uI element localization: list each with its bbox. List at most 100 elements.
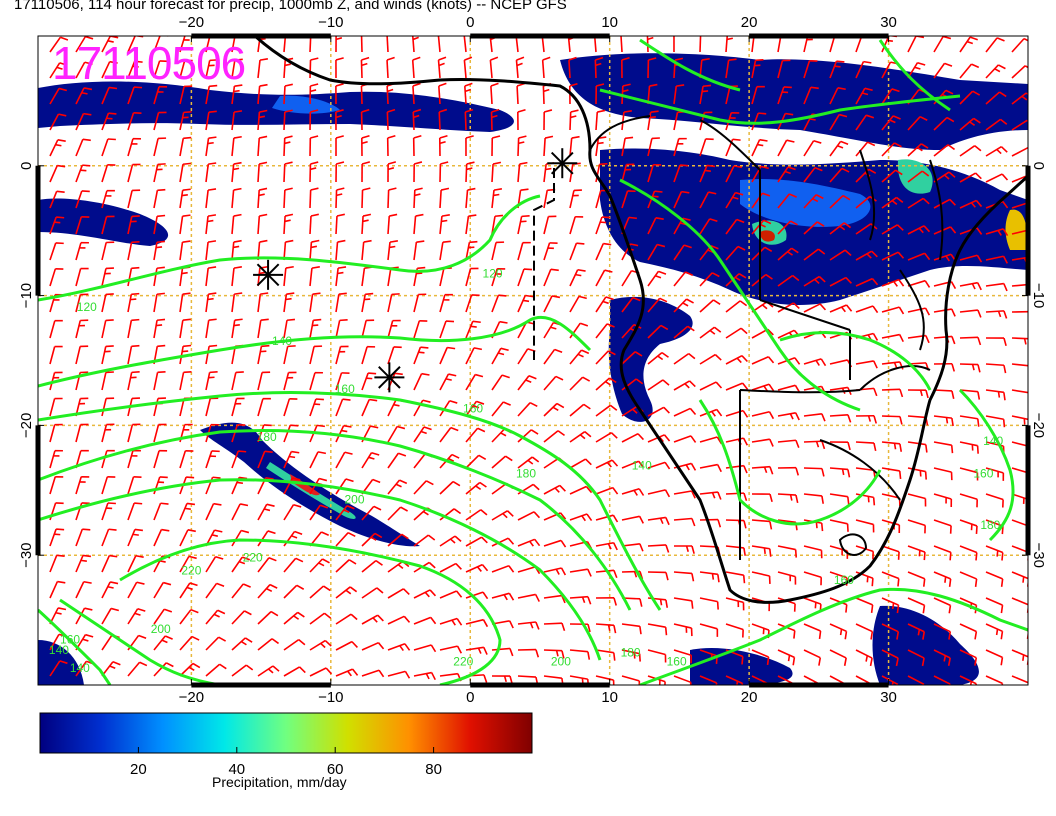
wind-barb [699, 138, 714, 157]
wind-barb [49, 268, 64, 287]
wind-barb [153, 240, 165, 261]
wind-barb [465, 347, 483, 365]
lon-label-bottom: 0 [466, 689, 474, 706]
wind-barb [413, 671, 436, 681]
wind-barb [933, 308, 956, 317]
wind-barb [803, 649, 822, 666]
wind-barb [829, 493, 850, 505]
wind-barb [439, 508, 462, 521]
wind-barb [361, 292, 374, 313]
contour-label: 160 [834, 573, 854, 587]
wind-barb [777, 439, 800, 449]
wind-barb [231, 266, 242, 287]
wind-barb [543, 135, 554, 157]
wind-barb [153, 502, 169, 521]
wind-barb [647, 461, 671, 470]
wind-barb [569, 242, 585, 261]
wind-barb [127, 449, 141, 469]
wind-barb [205, 371, 218, 391]
wind-barb [361, 345, 376, 365]
wind-barb [101, 138, 116, 157]
wind-barb [465, 294, 480, 313]
wind-barb [153, 423, 167, 443]
wind-barb [309, 558, 330, 573]
wind-barb [751, 438, 774, 447]
wind-barb [335, 266, 347, 287]
wind-barb [439, 426, 459, 443]
wind-barb [985, 228, 1009, 237]
wind-barb [829, 113, 848, 131]
wind-barb [283, 450, 300, 469]
wind-barb [283, 530, 303, 547]
wind-barb [907, 225, 931, 235]
wind-barb [829, 249, 852, 261]
wind-barb [595, 649, 616, 661]
axis-tick-labels: −20 −20 −10 −10 0 0 10 10 20 20 30 30 0 0 −10 −10 −20 −20… [18, 14, 1047, 706]
wind-barb [829, 441, 851, 451]
wind-barb [751, 355, 775, 365]
wind-barb [621, 433, 645, 443]
wind-barb [985, 64, 1006, 79]
wind-barb [439, 480, 461, 495]
wind-barb [751, 545, 772, 557]
wind-barb [101, 502, 116, 521]
wind-barb [49, 62, 68, 79]
wind-barb [517, 241, 531, 261]
wind-barb [881, 306, 905, 315]
wind-barb [515, 56, 525, 79]
border-gulf-guinea [589, 115, 931, 560]
wind-barb [49, 449, 63, 469]
wind-barb [647, 297, 668, 313]
wind-barb [439, 214, 450, 235]
wind-barb [413, 240, 425, 261]
wind-barb [647, 571, 669, 581]
wind-barb [985, 649, 1004, 666]
wind-barb [595, 83, 605, 105]
wind-barb [517, 511, 541, 521]
wind-barb [621, 543, 644, 552]
wind-barb [153, 318, 166, 339]
wind-barb [777, 384, 801, 393]
wind-barb [283, 584, 305, 599]
wind-barb [829, 519, 849, 532]
wind-barb [361, 239, 372, 261]
wind-barb [387, 670, 411, 679]
wind-barb [751, 410, 775, 420]
wind-barb [959, 389, 981, 400]
wind-barb [673, 244, 692, 261]
wind-barb [673, 380, 696, 391]
wind-barb [881, 467, 902, 480]
wind-barb [179, 36, 190, 53]
wind-barb [855, 597, 874, 613]
wind-barb [205, 502, 222, 521]
wind-barb [127, 554, 144, 573]
wind-barb [803, 248, 826, 261]
wind-barb [283, 161, 293, 183]
wind-barb [517, 538, 541, 547]
wind-barb [257, 318, 269, 339]
wind-barb [699, 326, 722, 339]
wind-barb [1011, 65, 1028, 79]
wind-barb [933, 441, 954, 454]
wind-barb [335, 109, 344, 131]
wind-barb [725, 245, 746, 261]
wind-barb [595, 486, 619, 495]
wind-barb [595, 431, 618, 443]
wind-barb [205, 84, 218, 105]
wind-barb [621, 296, 641, 313]
lon-label-top: 20 [741, 14, 758, 31]
wind-barb [673, 36, 675, 53]
wind-barb [881, 361, 904, 370]
lat-label-right: −20 [1030, 413, 1047, 438]
wind-barb [777, 166, 796, 183]
contour-label: 120 [483, 266, 503, 280]
wind-barb [257, 109, 268, 131]
wind-barb [647, 544, 670, 553]
wind-barb [464, 108, 474, 131]
wind-barb [231, 371, 244, 391]
wind-barb [49, 528, 65, 547]
wind-barb [517, 374, 537, 391]
wind-barb [725, 382, 749, 391]
wind-barb [985, 519, 1004, 535]
wind-barb [438, 134, 448, 157]
